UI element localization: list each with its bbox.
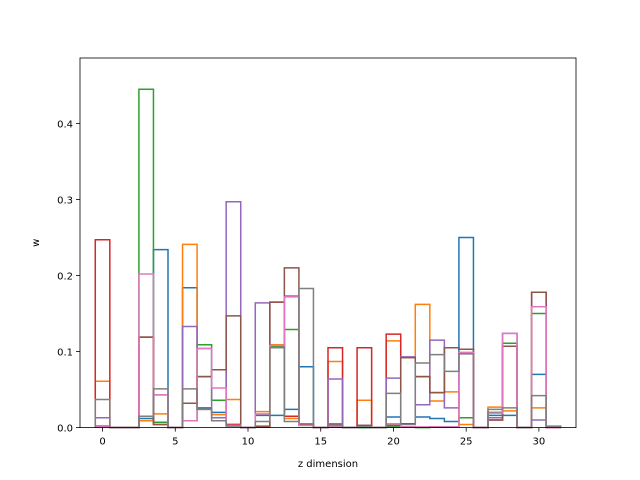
y-tick-label-4: 0.4	[57, 119, 73, 130]
y-tick-label-1: 0.1	[57, 348, 73, 359]
y-tick-label-0: 0.0	[57, 424, 73, 435]
x-axis-label: z dimension	[298, 459, 358, 470]
x-tick-label-6: 30	[533, 437, 546, 448]
ticks-layer: 0 5 10 15 20 25 30 0.0 0.1 0.2 0.3 0.4	[57, 119, 545, 447]
y-axis-label: w	[31, 239, 42, 247]
x-tick-label-1: 5	[172, 437, 178, 448]
y-tick-label-2: 0.2	[57, 272, 73, 283]
x-tick-label-3: 15	[314, 437, 327, 448]
y-tick-label-3: 0.3	[57, 195, 73, 206]
x-tick-label-4: 20	[387, 437, 400, 448]
x-tick-label-5: 25	[460, 437, 473, 448]
x-tick-label-0: 0	[99, 437, 105, 448]
plot-frame	[79, 57, 577, 429]
x-tick-label-2: 10	[242, 437, 255, 448]
